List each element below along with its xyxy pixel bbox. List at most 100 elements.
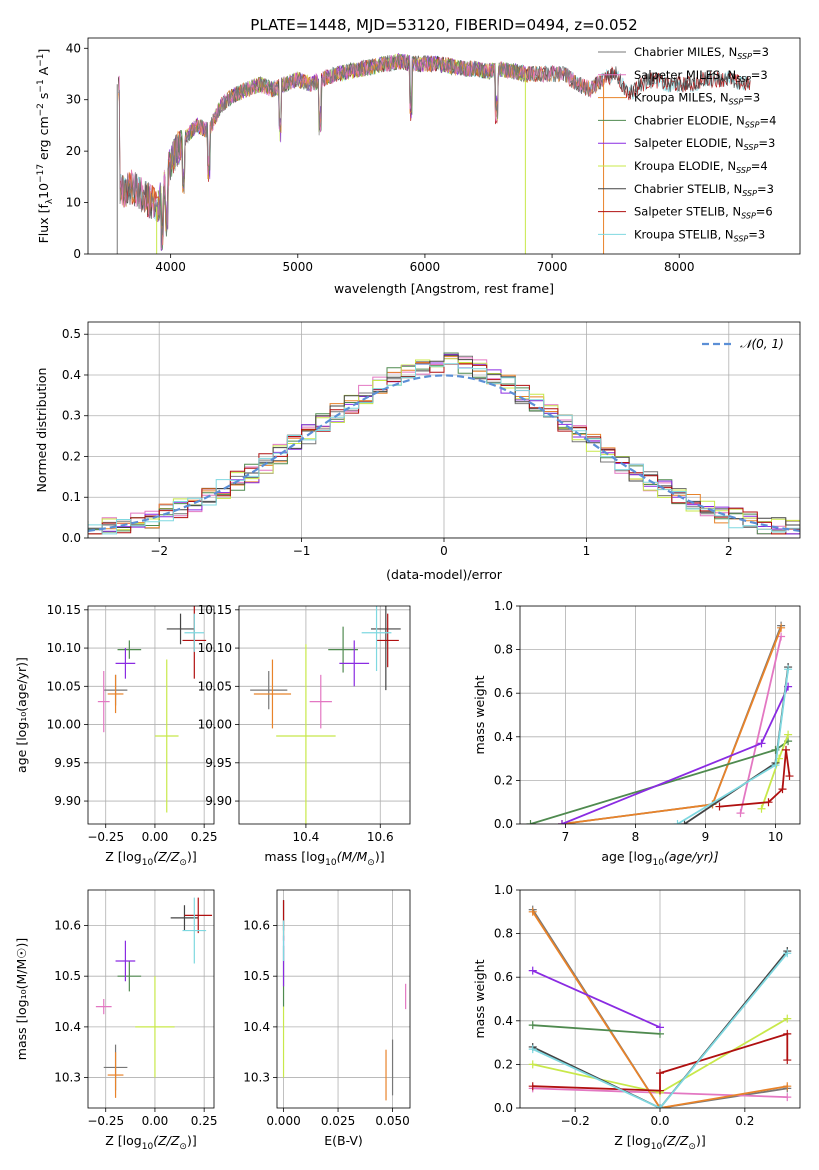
errorbar-point-kroupa-elodie xyxy=(276,644,336,824)
y-tick-label: 10.00 xyxy=(47,718,81,732)
x-tick-label: −1 xyxy=(293,544,311,558)
legend-label-tail: =6 xyxy=(756,205,773,219)
errorbar-point-kroupa-elodie xyxy=(135,976,175,1078)
x-tick-label: 10.4 xyxy=(293,830,320,844)
y-tick-label: 40 xyxy=(66,41,81,55)
spectrum-line-chabrier-stelib xyxy=(118,53,751,251)
axes-frame-age_vs_Z xyxy=(87,605,215,825)
errorbar-point-salpeter-elodie xyxy=(339,640,370,687)
x-tick-label: 5000 xyxy=(283,260,314,274)
y-tick-label: 0.0 xyxy=(62,531,81,545)
y-tick-label: 20 xyxy=(66,144,81,158)
errorbar-point-salpeter-miles xyxy=(309,674,332,729)
legend-label: Chabrier ELODIE, NSSP=4 xyxy=(634,113,776,129)
x-axis-label-sub: 10 xyxy=(651,1142,663,1152)
x-axis-label: wavelength [Angstrom, rest frame] xyxy=(334,281,554,296)
weight-marker xyxy=(680,820,689,824)
x-axis-label-sub: 10 xyxy=(142,858,154,868)
y-axis-label: mass [log₁₀(M/M☉)] xyxy=(14,938,29,1060)
y-tick-label: 10 xyxy=(66,196,81,210)
weight-line-kroupa-stelib xyxy=(532,952,788,1108)
x-axis-label: age [log10(age/yr)] xyxy=(601,849,718,868)
plot-area-spectrum xyxy=(116,52,751,254)
axes-weight_vs_Z: −0.2 0.0 0.2 0.0 0.2 0.4 0.6 0.8 1.0 Z [log10(Z/Z… xyxy=(472,883,801,1152)
y-tick-label: 10.5 xyxy=(243,969,270,983)
x-tick-label: −0.25 xyxy=(87,830,124,844)
weight-marker xyxy=(736,809,745,818)
x-axis-label-main: Z [log xyxy=(105,1133,141,1148)
x-tick-label: 0 xyxy=(440,544,448,558)
axes-frame-weight_vs_age xyxy=(519,605,801,825)
errorbar-point-kroupa-miles xyxy=(253,659,292,729)
errorbar-point-chabrier-elodie xyxy=(117,960,142,992)
y-tick-label: 10.00 xyxy=(198,718,232,732)
weight-marker xyxy=(656,1069,664,1078)
weight-marker xyxy=(528,1045,537,1054)
y-tick-label: 10.05 xyxy=(198,679,232,693)
y-tick-label: 9.95 xyxy=(205,756,232,770)
legend-label-sub: SSP xyxy=(741,212,756,221)
spectrum-line-salpeter-elodie xyxy=(157,52,527,251)
weight-marker xyxy=(528,1021,537,1030)
errorbar-point-chabrier-miles xyxy=(250,671,288,710)
x-axis-label: Z [log10(Z/Z⊙)] xyxy=(105,1133,196,1152)
weight-marker xyxy=(778,785,787,794)
x-axis-label-sub2: ⊙ xyxy=(367,858,375,868)
y-tick-label: 30 xyxy=(66,93,81,107)
plot-area-mass_vs_Z xyxy=(88,890,214,1108)
legend-label-main: Salpeter STELIB, N xyxy=(634,205,741,219)
x-tick-label: 2 xyxy=(725,544,733,558)
weight-marker xyxy=(784,665,793,674)
x-tick-label: −2 xyxy=(150,544,168,558)
y-tick-label: 0.8 xyxy=(494,643,513,657)
legend-label-sub: SSP xyxy=(734,234,749,243)
legend-label-main: Salpeter MILES, N xyxy=(634,68,736,82)
weight-line-kroupa-miles xyxy=(561,627,782,824)
x-tick-label: 6000 xyxy=(410,260,441,274)
axes-frame-mass_vs_Z xyxy=(87,889,215,1109)
errorbar-point-salpeter-elodie xyxy=(115,940,136,982)
y-axis-label: mass weight xyxy=(472,675,487,754)
x-axis-label-end: )] xyxy=(375,849,385,864)
weight-line-chabrier-stelib xyxy=(532,950,788,1108)
y-tick-label: 0.4 xyxy=(62,368,81,382)
x-tick-label: 9 xyxy=(702,830,710,844)
weight-marker xyxy=(558,820,566,824)
x-axis-label-sub: 10 xyxy=(325,858,337,868)
x-tick-label: 0.2 xyxy=(735,1114,754,1128)
y-tick-label: 0 xyxy=(73,247,81,261)
weight-marker xyxy=(783,1014,792,1023)
errorbar-point-salpeter-stelib xyxy=(184,897,213,934)
y-tick-label: 0.3 xyxy=(62,409,81,423)
y-tick-label: 0.0 xyxy=(494,1101,513,1115)
y-axis-label-part: ] xyxy=(36,49,51,54)
y-tick-label: 10.05 xyxy=(47,679,81,693)
axes-residuals: −2 −1 0 1 2 0.0 0.1 0.2 0.3 0.4 0.5 (data-model)/er… xyxy=(34,321,801,582)
legend-label-tail: =4 xyxy=(760,113,777,127)
x-axis-label-end: )] xyxy=(696,1133,706,1148)
weight-marker xyxy=(782,745,790,754)
weight-marker xyxy=(783,1082,792,1091)
axes-frame-age_vs_mass xyxy=(238,605,411,825)
x-axis-label-end: )] xyxy=(187,1133,197,1148)
y-tick-label: 0.6 xyxy=(494,686,513,700)
y-axis-label-part: Flux [f xyxy=(36,204,51,244)
axes-mass_vs_ebv: 0.000 0.025 0.050 10.3 10.4 10.5 10.6 E(B-V) xyxy=(243,889,411,1148)
legend-label-main: Kroupa MILES, N xyxy=(634,91,729,105)
x-axis-label-tail: (Z/Z xyxy=(662,1133,689,1148)
spectrum-line-kroupa-miles xyxy=(118,53,604,246)
y-axis-label-part: −17 xyxy=(36,164,46,183)
y-axis-label: mass weight xyxy=(472,959,487,1038)
y-axis-label-part: 10 xyxy=(36,183,51,199)
y-tick-label: 10.10 xyxy=(198,641,232,655)
y-tick-label: 1.0 xyxy=(494,883,513,897)
weight-marker xyxy=(783,949,792,958)
weight-marker xyxy=(715,802,724,811)
histogram-step-kroupa-stelib xyxy=(88,363,800,535)
spectrum-line-kroupa-stelib xyxy=(118,55,751,251)
legend-label-main: Salpeter ELODIE, N xyxy=(634,136,744,150)
x-axis-label-tail: (Z/Z xyxy=(153,1133,180,1148)
x-axis-label-end: )] xyxy=(187,849,197,864)
errorbar-point-salpeter-elodie xyxy=(115,648,136,679)
